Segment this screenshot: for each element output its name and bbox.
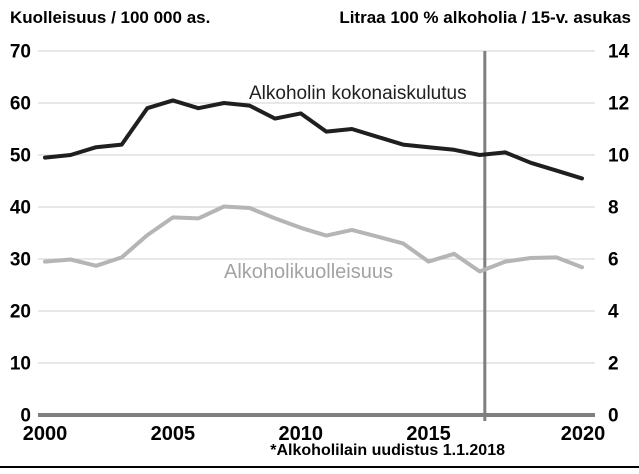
right-axis-tick: 6 <box>608 250 619 271</box>
series-label-total-consumption: Alkoholin kokonaiskulutus <box>249 83 467 104</box>
footer-divider <box>0 466 639 468</box>
left-axis-tick: 70 <box>10 42 31 63</box>
right-axis-title: Litraa 100 % alkoholia / 15-v. asukas <box>339 8 631 27</box>
right-axis-tick: 8 <box>608 198 619 219</box>
x-axis-tick: 2000 <box>23 423 68 445</box>
left-axis-tick: 30 <box>10 250 31 271</box>
series-line-total-consumption <box>43 98 584 181</box>
right-axis-tick: 12 <box>608 94 629 115</box>
series-line-alcohol-mortality <box>43 204 584 274</box>
left-axis-tick: 0 <box>20 406 31 427</box>
left-axis-tick: 10 <box>10 354 31 375</box>
x-axis-tick: 2005 <box>151 423 196 445</box>
left-axis-title: Kuolleisuus / 100 000 as. <box>10 8 211 27</box>
left-axis-tick: 60 <box>10 94 31 115</box>
left-axis-tick: 50 <box>10 146 31 167</box>
left-axis-tick: 40 <box>10 198 31 219</box>
left-axis-tick: 20 <box>10 302 31 323</box>
right-axis-tick: 0 <box>608 406 619 427</box>
right-axis-tick: 14 <box>608 42 630 63</box>
x-axis-tick: 2020 <box>561 423 606 445</box>
reform-annotation-text: *Alkoholilain uudistus 1.1.2018 <box>270 442 505 459</box>
right-axis-tick: 10 <box>608 146 629 167</box>
x-axis-tick: 2010 <box>278 423 323 445</box>
x-axis-tick: 2015 <box>406 423 451 445</box>
right-axis-tick: 2 <box>608 354 619 375</box>
series-label-alcohol-mortality: Alkoholikuolleisuus <box>224 261 393 283</box>
right-axis-tick: 4 <box>608 302 619 323</box>
